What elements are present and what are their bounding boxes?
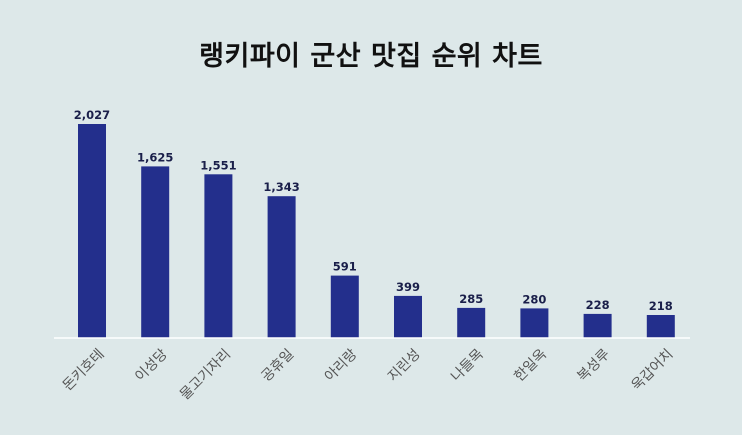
value-label-1: 2,027 — [74, 108, 110, 122]
value-label-8: 280 — [522, 292, 546, 306]
value-label-10: 218 — [649, 299, 673, 313]
bars-layer — [78, 124, 675, 338]
bar-6 — [394, 295, 422, 338]
category-label-9: 복성루 — [575, 346, 614, 385]
category-label-10: 욱갑어치 — [629, 346, 677, 394]
value-label-2: 1,625 — [137, 150, 173, 164]
category-label-1: 돈키호테 — [60, 346, 108, 394]
category-label-4: 공휴일 — [259, 346, 298, 385]
bar-8 — [520, 308, 549, 338]
bar-10 — [646, 315, 675, 338]
category-label-7: 나들목 — [448, 346, 487, 385]
category-label-8: 한일옥 — [511, 346, 550, 385]
bar-3 — [204, 174, 233, 338]
bar-2 — [141, 166, 170, 338]
value-label-6: 399 — [396, 280, 420, 294]
bar-1 — [78, 124, 106, 338]
category-label-3: 물고기자리 — [177, 346, 234, 403]
value-label-5: 591 — [333, 260, 357, 274]
category-label-5: 아리랑 — [322, 346, 361, 385]
value-label-3: 1,551 — [200, 158, 236, 172]
bar-7 — [457, 307, 486, 338]
category-label-2: 이성당 — [132, 346, 171, 385]
bar-5 — [330, 275, 359, 338]
chart-title: 랭키파이 군산 맛집 순위 차트 — [199, 41, 543, 72]
value-label-4: 1,343 — [263, 180, 299, 194]
bar-9 — [583, 313, 612, 338]
value-label-9: 228 — [586, 298, 610, 312]
bar-4 — [267, 196, 296, 338]
category-label-6: 지린성 — [385, 346, 424, 385]
value-label-7: 285 — [459, 292, 483, 306]
